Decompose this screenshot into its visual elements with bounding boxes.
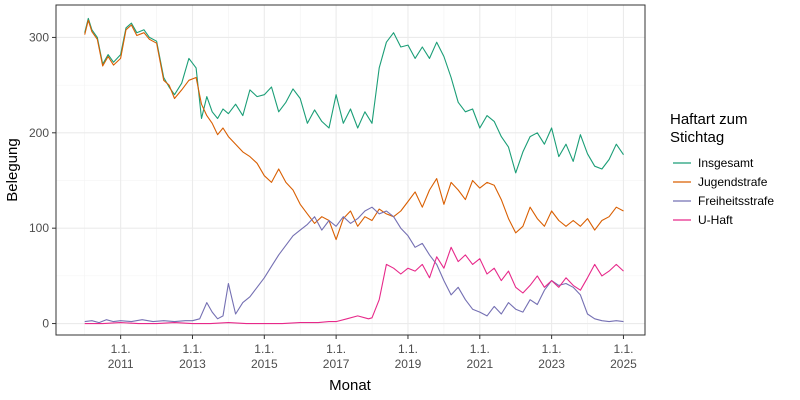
- legend-label-jugendstrafe: Jugendstrafe: [698, 175, 768, 189]
- x-tick-label-line1: 1.1.: [326, 342, 346, 356]
- x-tick-label-line2: 2023: [538, 357, 565, 371]
- legend-items: Insgesamt Jugendstrafe Freiheitsstrafe U-Ha…: [673, 156, 774, 227]
- legend-title-line2: Stichtag: [670, 129, 724, 146]
- series-line-freiheitsstrafe: [84, 206, 624, 324]
- x-tick-label-line2: 2017: [323, 357, 350, 371]
- plot-border: [55, 4, 646, 336]
- legend-title-line1: Haftart zum: [670, 111, 748, 128]
- x-tick-label-line2: 2013: [179, 357, 206, 371]
- y-axis: 0 100 200 300: [29, 30, 56, 331]
- x-tick-label-line2: 2025: [610, 357, 637, 371]
- series-line-jugendstrafe: [84, 19, 624, 241]
- legend-label-u-haft: U-Haft: [698, 213, 733, 227]
- x-tick-label-line2: 2021: [466, 357, 493, 371]
- y-tick-label: 300: [29, 30, 49, 44]
- plot-panel: [56, 5, 645, 335]
- x-tick-label-line1: 1.1.: [613, 342, 633, 356]
- series-lines: [84, 17, 624, 325]
- x-tick-label-line1: 1.1.: [111, 342, 131, 356]
- x-tick-label-line1: 1.1.: [398, 342, 418, 356]
- legend-label-freiheitsstrafe: Freiheitsstrafe: [698, 194, 774, 208]
- y-tick-label: 200: [29, 126, 49, 140]
- x-tick-label-line2: 2015: [251, 357, 278, 371]
- minor-gridlines: [56, 5, 645, 335]
- x-tick-label-line1: 1.1.: [182, 342, 202, 356]
- x-tick-label-line1: 1.1.: [254, 342, 274, 356]
- x-axis: 1.1.20111.1.20131.1.20151.1.20171.1.2019…: [108, 335, 637, 371]
- y-tick-label: 0: [42, 317, 49, 331]
- legend: Haftart zum Stichtag Insgesamt Jugendstra…: [670, 111, 774, 227]
- legend-label-insgesamt: Insgesamt: [698, 156, 754, 170]
- x-tick-label-line2: 2019: [395, 357, 422, 371]
- major-gridlines: [56, 5, 645, 335]
- x-tick-label-line1: 1.1.: [542, 342, 562, 356]
- x-axis-title: Monat: [329, 377, 372, 394]
- y-axis-title: Belegung: [4, 138, 21, 201]
- y-tick-label: 100: [29, 221, 49, 235]
- x-tick-label-line2: 2011: [108, 357, 134, 371]
- series-line-u-haft: [84, 246, 624, 325]
- x-tick-label-line1: 1.1.: [470, 342, 490, 356]
